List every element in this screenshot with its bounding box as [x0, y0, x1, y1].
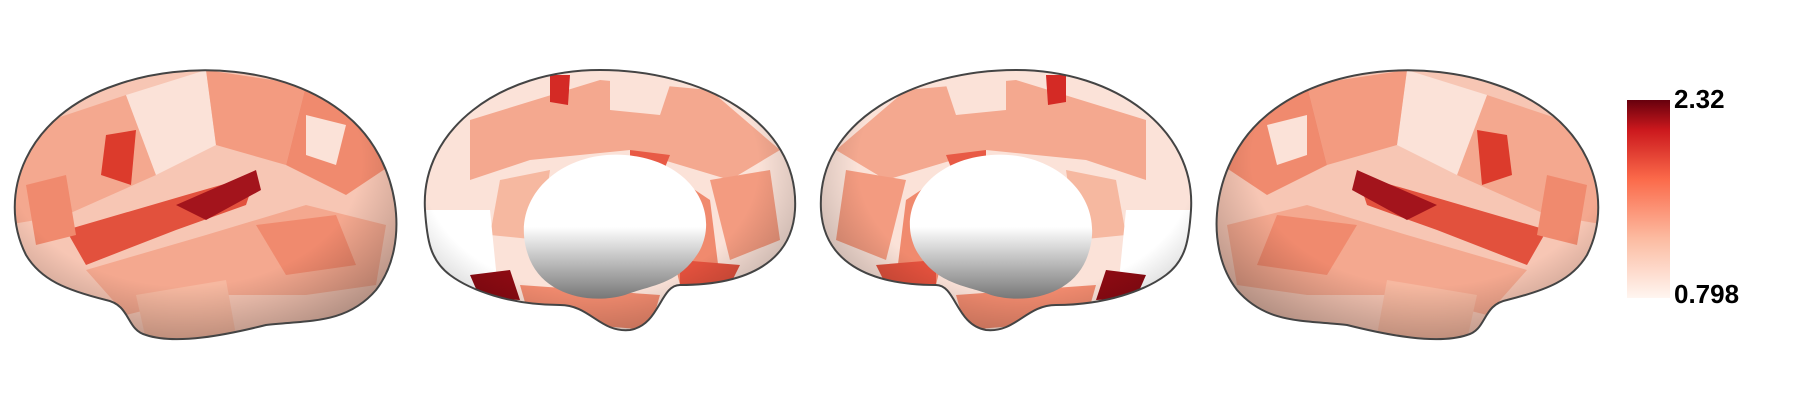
brain-lateral-left [0, 55, 416, 355]
colorbar-max-label: 2.32 [1674, 84, 1725, 114]
brain-lateral-right [1197, 55, 1617, 355]
colorbar [1627, 100, 1670, 298]
brain-medial-right [806, 60, 1206, 360]
brain-medial-left [410, 60, 810, 360]
colorbar-min-label: 0.798 [1674, 279, 1739, 309]
